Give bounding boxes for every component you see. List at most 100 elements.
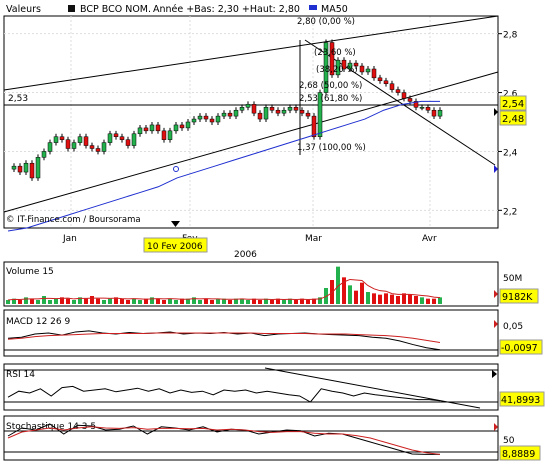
candle[interactable] xyxy=(431,109,437,117)
candle[interactable] xyxy=(245,104,251,108)
candle[interactable] xyxy=(185,121,191,129)
rsi-trendline[interactable] xyxy=(264,367,481,409)
candle[interactable] xyxy=(371,68,377,79)
ma-value: 2,48 xyxy=(502,114,524,125)
candle[interactable] xyxy=(203,115,209,120)
candle[interactable] xyxy=(17,165,23,173)
candle[interactable] xyxy=(419,107,425,109)
ma-value-badge xyxy=(499,110,527,126)
candle[interactable] xyxy=(353,62,359,67)
candle[interactable] xyxy=(377,77,383,82)
candle[interactable] xyxy=(257,112,263,120)
candle[interactable] xyxy=(239,107,245,111)
trendline-lower[interactable] xyxy=(3,71,499,213)
volume-bar xyxy=(180,298,184,304)
candle[interactable] xyxy=(221,112,227,117)
candle[interactable] xyxy=(395,89,401,93)
candle[interactable] xyxy=(299,109,305,114)
candle[interactable] xyxy=(161,130,167,140)
volume-ma-line xyxy=(7,278,441,301)
candle[interactable] xyxy=(173,124,179,132)
volume-bar xyxy=(114,297,118,304)
candle[interactable] xyxy=(233,109,239,117)
candle[interactable] xyxy=(323,42,329,93)
trendline-upper[interactable] xyxy=(3,15,499,91)
volume-bar xyxy=(240,298,244,304)
volume-bar xyxy=(54,298,58,304)
candle[interactable] xyxy=(317,92,323,137)
candle[interactable] xyxy=(53,136,59,143)
candle[interactable] xyxy=(47,142,53,152)
candle[interactable] xyxy=(413,101,419,108)
candle[interactable] xyxy=(311,115,317,137)
candle[interactable] xyxy=(71,142,77,149)
candle[interactable] xyxy=(89,145,95,149)
stochastic-label: Stochastique 14 3 5 xyxy=(6,422,96,432)
volume-bar xyxy=(432,298,436,304)
volume-bar xyxy=(210,300,214,304)
volume-bar xyxy=(354,290,358,304)
candle[interactable] xyxy=(215,115,221,123)
candle[interactable] xyxy=(83,136,89,146)
candle[interactable] xyxy=(197,115,203,120)
candle[interactable] xyxy=(11,165,17,170)
volume-bar xyxy=(252,298,256,304)
candle[interactable] xyxy=(281,109,287,114)
candle[interactable] xyxy=(191,118,197,123)
date-marker-badge[interactable] xyxy=(143,237,208,253)
candle[interactable] xyxy=(59,136,65,140)
candle[interactable] xyxy=(209,118,215,123)
candle[interactable] xyxy=(155,124,161,132)
candle[interactable] xyxy=(341,59,347,70)
volume-bar xyxy=(42,296,46,304)
candle[interactable] xyxy=(329,42,335,76)
candle[interactable] xyxy=(41,151,47,158)
candle[interactable] xyxy=(293,107,299,111)
candle[interactable] xyxy=(287,107,293,111)
fib-label-61: 2,53 (61,80 %) xyxy=(299,94,362,104)
candle[interactable] xyxy=(383,80,389,84)
price-tick-label: 2,4 xyxy=(503,148,518,158)
candle[interactable] xyxy=(227,112,233,117)
candle[interactable] xyxy=(149,124,155,132)
candle[interactable] xyxy=(95,148,101,152)
candle[interactable] xyxy=(113,133,119,137)
date-cursor-icon[interactable] xyxy=(171,221,180,227)
candle[interactable] xyxy=(305,112,311,117)
candle[interactable] xyxy=(77,136,83,143)
last-price-value: 2,54 xyxy=(502,99,524,110)
candle[interactable] xyxy=(143,127,149,132)
candle[interactable] xyxy=(179,124,185,129)
candle[interactable] xyxy=(167,130,173,140)
candle[interactable] xyxy=(263,107,269,120)
candle[interactable] xyxy=(425,107,431,111)
candle[interactable] xyxy=(125,139,131,146)
candle[interactable] xyxy=(407,98,413,102)
candle[interactable] xyxy=(35,157,41,179)
candle[interactable] xyxy=(347,62,353,70)
volume-bar xyxy=(24,297,28,304)
candle[interactable] xyxy=(269,107,275,111)
volume-bar xyxy=(282,300,286,304)
candle[interactable] xyxy=(65,139,71,149)
candle[interactable] xyxy=(251,104,257,114)
candle[interactable] xyxy=(275,109,281,114)
candle[interactable] xyxy=(137,127,143,135)
volume-badge xyxy=(499,288,539,304)
x-tick-label: Avr xyxy=(422,234,437,244)
candle[interactable] xyxy=(335,59,341,76)
candle[interactable] xyxy=(29,162,35,179)
candle[interactable] xyxy=(389,83,395,90)
candle[interactable] xyxy=(437,109,443,117)
candle[interactable] xyxy=(359,65,365,73)
candle[interactable] xyxy=(101,142,107,152)
candle[interactable] xyxy=(365,68,371,73)
valeurs-label[interactable]: Valeurs xyxy=(6,4,41,15)
candle[interactable] xyxy=(401,92,407,99)
volume-bar xyxy=(366,292,370,304)
candle[interactable] xyxy=(119,136,125,140)
candle[interactable] xyxy=(107,133,113,143)
candle[interactable] xyxy=(23,162,29,173)
candle[interactable] xyxy=(131,133,137,146)
macd-value: -0,0097 xyxy=(501,343,538,354)
